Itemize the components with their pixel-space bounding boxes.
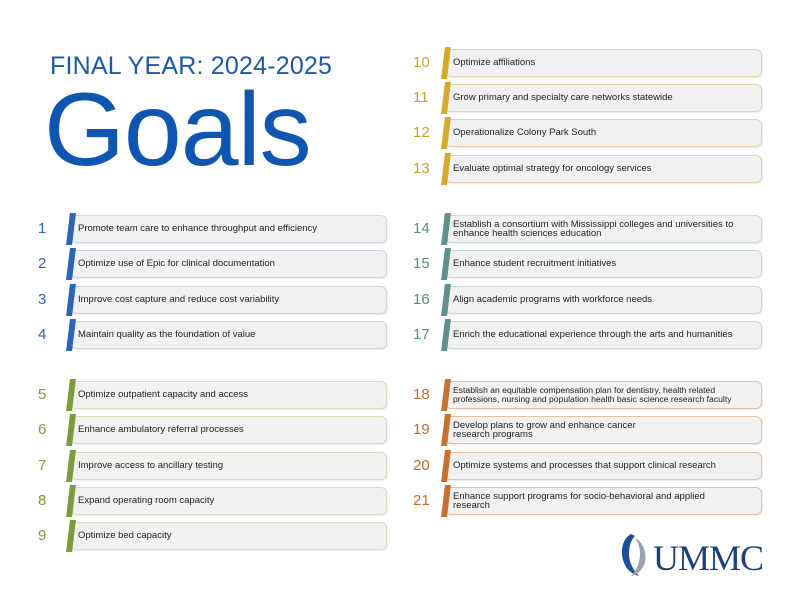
- goal-number: 16: [413, 291, 430, 308]
- goal-box: [445, 119, 762, 147]
- goal-item-11: 11 Grow primary and specialty care netwo…: [413, 82, 762, 114]
- goal-number: 4: [38, 326, 47, 343]
- goal-box: [445, 416, 762, 444]
- goal-item-6: 6 Enhance ambulatory referral processes: [38, 414, 387, 446]
- goal-number: 14: [413, 220, 430, 237]
- goal-text: Enhance student recruitment initiatives: [453, 258, 617, 270]
- ummc-wordmark: UMMC: [653, 538, 764, 578]
- goal-item-4: 4 Maintain quality as the foundation of …: [38, 319, 387, 351]
- goal-box: [70, 487, 387, 515]
- goal-text: Develop plans to grow and enhance cancer…: [453, 419, 636, 440]
- goal-text: Establish a consortium with Mississippi …: [453, 218, 734, 239]
- goal-item-5: 5 Optimize outpatient capacity and acces…: [38, 379, 387, 411]
- goal-item-12: 12 Operationalize Colony Park South: [413, 117, 762, 149]
- goal-text: Evaluate optimal strategy for oncology s…: [453, 163, 652, 175]
- goal-text: Enrich the educational experience throug…: [453, 329, 733, 341]
- goal-box: [70, 452, 387, 480]
- goal-item-7: 7 Improve access to ancillary testing: [38, 450, 387, 482]
- goal-text: Operationalize Colony Park South: [453, 127, 597, 139]
- goal-text: Enhance ambulatory referral processes: [78, 424, 244, 436]
- goal-text: Optimize affiliations: [453, 57, 536, 69]
- goal-item-13: 13 Evaluate optimal strategy for oncolog…: [413, 153, 762, 185]
- goal-number: 20: [413, 457, 430, 474]
- goal-text: Optimize systems and processes that supp…: [453, 460, 716, 472]
- goal-item-2: 2 Optimize use of Epic for clinical docu…: [38, 248, 387, 280]
- goal-item-10: 10 Optimize affiliations: [413, 47, 762, 79]
- goal-number: 18: [413, 386, 430, 403]
- goal-box: [445, 452, 762, 480]
- goal-text: Improve cost capture and reduce cost var…: [78, 294, 280, 306]
- goal-item-18: 18 Establish an equitable compensation p…: [413, 379, 762, 411]
- goal-box: [70, 250, 387, 278]
- goal-number: 12: [413, 124, 430, 141]
- goal-item-8: 8 Expand operating room capacity: [38, 485, 387, 517]
- goal-item-15: 15 Enhance student recruitment initiativ…: [413, 248, 762, 280]
- goal-text: Enhance support programs for socio-behav…: [453, 490, 705, 511]
- goal-text: Maintain quality as the foundation of va…: [78, 329, 256, 341]
- goal-number: 1: [38, 220, 47, 237]
- goal-item-3: 3 Improve cost capture and reduce cost v…: [38, 284, 387, 316]
- goal-box: [445, 487, 762, 515]
- ummc-emblem-icon: [621, 534, 646, 576]
- goal-text: Establish an equitable compensation plan…: [453, 385, 732, 404]
- page-subtitle: FINAL YEAR: 2024-2025: [50, 52, 333, 80]
- goal-box: [445, 381, 762, 409]
- goal-text: Grow primary and specialty care networks…: [453, 92, 673, 104]
- goal-text: Improve access to ancillary testing: [78, 460, 224, 472]
- goal-number: 9: [38, 527, 47, 544]
- goal-item-9: 9 Optimize bed capacity: [38, 520, 387, 552]
- goal-text: Promote team care to enhance throughput …: [78, 223, 318, 235]
- goal-number: 7: [38, 457, 47, 474]
- goal-box: [70, 416, 387, 444]
- goal-text: Align academic programs with workforce n…: [453, 294, 653, 306]
- goal-box: [445, 155, 762, 183]
- goal-number: 8: [38, 492, 47, 509]
- goal-text: Expand operating room capacity: [78, 495, 215, 507]
- goal-item-21: 21 Enhance support programs for socio-be…: [413, 485, 762, 517]
- goal-box: [445, 250, 762, 278]
- goal-text: Optimize bed capacity: [78, 530, 172, 542]
- goal-item-14: 14 Establish a consortium with Mississip…: [413, 213, 762, 245]
- goal-item-20: 20 Optimize systems and processes that s…: [413, 450, 762, 482]
- goal-box: [70, 321, 387, 349]
- goal-number: 17: [413, 326, 430, 343]
- ummc-logo: UMMC: [617, 530, 767, 578]
- goal-number: 3: [38, 291, 47, 308]
- goal-box: [445, 321, 762, 349]
- goal-box: [445, 215, 762, 243]
- goal-number: 11: [413, 89, 429, 106]
- goal-text: Optimize outpatient capacity and access: [78, 389, 249, 401]
- goal-box: [445, 49, 762, 77]
- goal-text: Optimize use of Epic for clinical docume…: [78, 258, 275, 270]
- goal-number: 5: [38, 386, 47, 403]
- goal-box: [70, 215, 387, 243]
- page-title: Goals: [44, 72, 312, 188]
- goal-number: 10: [413, 54, 430, 71]
- goal-number: 2: [38, 255, 47, 272]
- goal-number: 6: [38, 421, 47, 438]
- goal-number: 13: [413, 160, 430, 177]
- goal-number: 21: [413, 492, 430, 509]
- goal-item-16: 16 Align academic programs with workforc…: [413, 284, 762, 316]
- goal-item-17: 17 Enrich the educational experience thr…: [413, 319, 762, 351]
- goal-number: 19: [413, 421, 430, 438]
- goal-box: [70, 286, 387, 314]
- goal-item-1: 1 Promote team care to enhance throughpu…: [38, 213, 387, 245]
- goal-box: [70, 522, 387, 550]
- goal-item-19: 19 Develop plans to grow and enhance can…: [413, 414, 762, 446]
- goal-box: [445, 286, 762, 314]
- goal-number: 15: [413, 255, 430, 272]
